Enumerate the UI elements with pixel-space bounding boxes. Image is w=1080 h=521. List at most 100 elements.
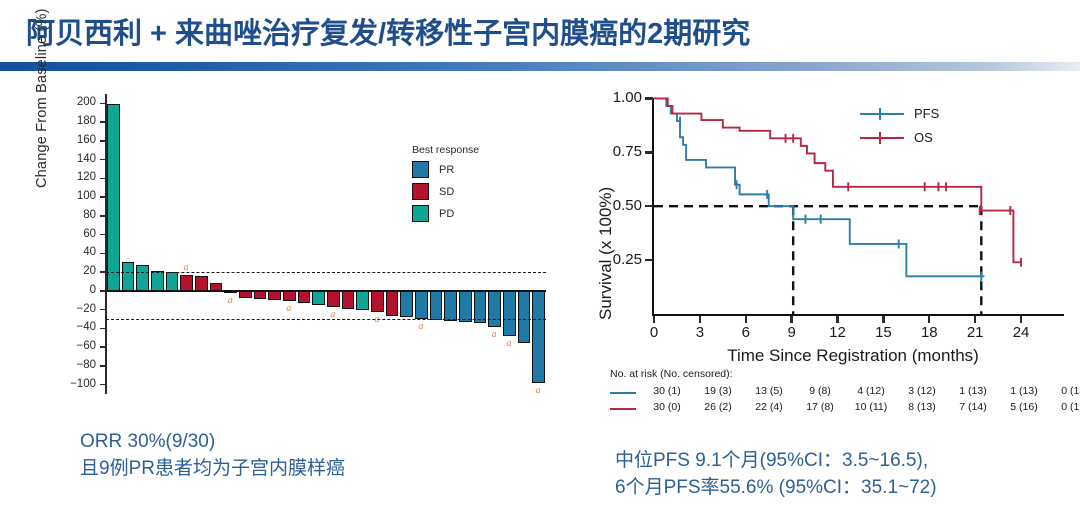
risk-table-cell: 26 (2) <box>704 401 732 413</box>
waterfall-bar <box>400 290 413 318</box>
waterfall-bar <box>107 104 120 291</box>
km-x-tick <box>928 316 931 323</box>
waterfall-reference-line <box>106 319 546 320</box>
waterfall-footnote-marker: a <box>286 303 292 315</box>
waterfall-bar <box>253 290 267 300</box>
km-x-tick-label: 9 <box>787 324 796 341</box>
waterfall-y-tick <box>100 308 106 311</box>
km-legend-item-os: OS <box>860 130 939 145</box>
legend-swatch-pr <box>412 161 429 178</box>
waterfall-bar <box>429 290 443 320</box>
waterfall-y-tick-label: −60 <box>76 340 96 353</box>
waterfall-y-tick-label: 140 <box>76 152 96 165</box>
waterfall-y-axis-line <box>105 94 107 394</box>
risk-table-cell: 5 (16) <box>1010 401 1038 413</box>
km-x-tick <box>744 316 747 323</box>
waterfall-y-tick-label: 60 <box>83 227 96 240</box>
waterfall-bar <box>371 290 384 312</box>
waterfall-footnote-marker: a <box>491 328 497 340</box>
waterfall-y-tick-label: 20 <box>83 265 96 278</box>
waterfall-bar <box>121 261 135 291</box>
risk-table-cell: 0 (14) <box>1061 385 1080 397</box>
waterfall-legend: Best response PR SD PD <box>412 144 522 227</box>
risk-table-cell: 10 (11) <box>854 401 888 413</box>
risk-table-series-key <box>610 408 636 410</box>
waterfall-y-tick-label: 120 <box>76 171 96 184</box>
km-x-axis-line <box>652 314 1064 317</box>
km-legend-label-os: OS <box>914 130 933 145</box>
km-y-tick-label: 0.75 <box>612 143 642 161</box>
waterfall-bar <box>517 290 531 344</box>
risk-table-cell: 8 (13) <box>908 401 936 413</box>
waterfall-bar <box>268 290 281 301</box>
waterfall-y-tick <box>100 177 106 180</box>
legend-swatch-sd <box>412 183 429 200</box>
km-x-tick-label: 15 <box>875 324 892 341</box>
waterfall-y-tick-label: 200 <box>76 96 96 109</box>
risk-table-cell: 0 (19) <box>1061 401 1080 413</box>
km-y-axis-line <box>652 98 655 316</box>
page-title: 阿贝西利 + 来曲唑治疗复发/转移性子宫内膜癌的2期研究 <box>26 18 751 50</box>
risk-table-row: 30 (0) 26 (2) 22 (4) 17 (8) 10 (11) 8 (13) 7 (… <box>610 400 1080 416</box>
waterfall-y-tick <box>100 121 106 123</box>
waterfall-bar <box>385 290 399 317</box>
waterfall-y-tick <box>100 215 106 217</box>
waterfall-footnote-marker: a <box>183 261 189 273</box>
waterfall-y-axis-label: Change From Baseline (%) <box>34 8 50 188</box>
waterfall-y-tick <box>100 158 106 161</box>
waterfall-y-tick <box>100 346 106 348</box>
risk-table-cell: 17 (8) <box>806 401 834 413</box>
waterfall-bar <box>297 290 311 304</box>
waterfall-bar <box>356 290 369 310</box>
km-x-tick <box>790 316 793 323</box>
waterfall-y-tick-label: 80 <box>83 208 96 221</box>
waterfall-footnote-marker: a <box>535 384 541 396</box>
km-y-tick <box>645 151 653 154</box>
waterfall-bar <box>459 290 472 322</box>
km-x-tick <box>698 316 702 323</box>
waterfall-y-tick-label: −20 <box>76 302 96 315</box>
waterfall-y-tick <box>100 196 106 198</box>
km-x-tick <box>836 316 839 323</box>
km-plot-area <box>654 92 1044 314</box>
km-x-axis-label: Time Since Registration (months) <box>727 346 979 365</box>
km-curves <box>654 97 1023 314</box>
km-legend: PFS OS <box>860 106 939 154</box>
risk-table-rows: 30 (1) 19 (3) 13 (5) 9 (8) 4 (12) 3 (12) 1 (13… <box>610 384 1080 416</box>
waterfall-y-tick-label: −80 <box>76 358 96 371</box>
caption-orr: ORR 30%(9/30) 且9例PR患者均为子宫内膜样癌 <box>80 431 345 479</box>
risk-table-cell: 9 (8) <box>809 385 831 397</box>
legend-item-pd: PD <box>412 205 522 222</box>
waterfall-zero-line <box>106 290 546 292</box>
waterfall-y-tick <box>100 365 106 367</box>
waterfall-y-tick <box>100 252 106 255</box>
title-divider <box>0 62 1080 71</box>
km-risk-table: No. at risk (No. censored): 30 (1) 19 (3)… <box>610 368 1080 416</box>
waterfall-bar <box>415 290 428 319</box>
risk-table-cell: 13 (5) <box>755 385 783 397</box>
risk-table-cell: 19 (3) <box>704 385 732 397</box>
waterfall-y-tick <box>100 327 106 330</box>
km-x-tick <box>652 316 656 323</box>
km-y-tick <box>645 205 653 208</box>
km-x-tick-label: 3 <box>695 324 705 341</box>
waterfall-bar <box>283 290 296 302</box>
km-x-tick-label: 12 <box>829 324 846 341</box>
waterfall-bar <box>532 290 545 383</box>
waterfall-bar <box>239 290 252 299</box>
risk-table-cell: 22 (4) <box>755 401 783 413</box>
km-x-tick <box>1019 316 1023 323</box>
risk-table-cell: 3 (12) <box>908 385 936 397</box>
km-legend-item-pfs: PFS <box>860 106 939 121</box>
waterfall-bar <box>151 271 164 291</box>
waterfall-bar <box>195 275 208 291</box>
waterfall-footnote-marker: a <box>506 337 512 349</box>
waterfall-y-tick-label: 0 <box>89 283 96 296</box>
risk-table-row: 30 (1) 19 (3) 13 (5) 9 (8) 4 (12) 3 (12) 1 (13… <box>610 384 1080 400</box>
km-y-tick-label: 0.50 <box>612 197 642 215</box>
risk-table-cell: 30 (1) <box>653 385 681 397</box>
legend-label-sd: SD <box>439 185 455 198</box>
km-y-tick-label: 1.00 <box>612 89 642 107</box>
risk-table-cell: 7 (14) <box>959 401 987 413</box>
